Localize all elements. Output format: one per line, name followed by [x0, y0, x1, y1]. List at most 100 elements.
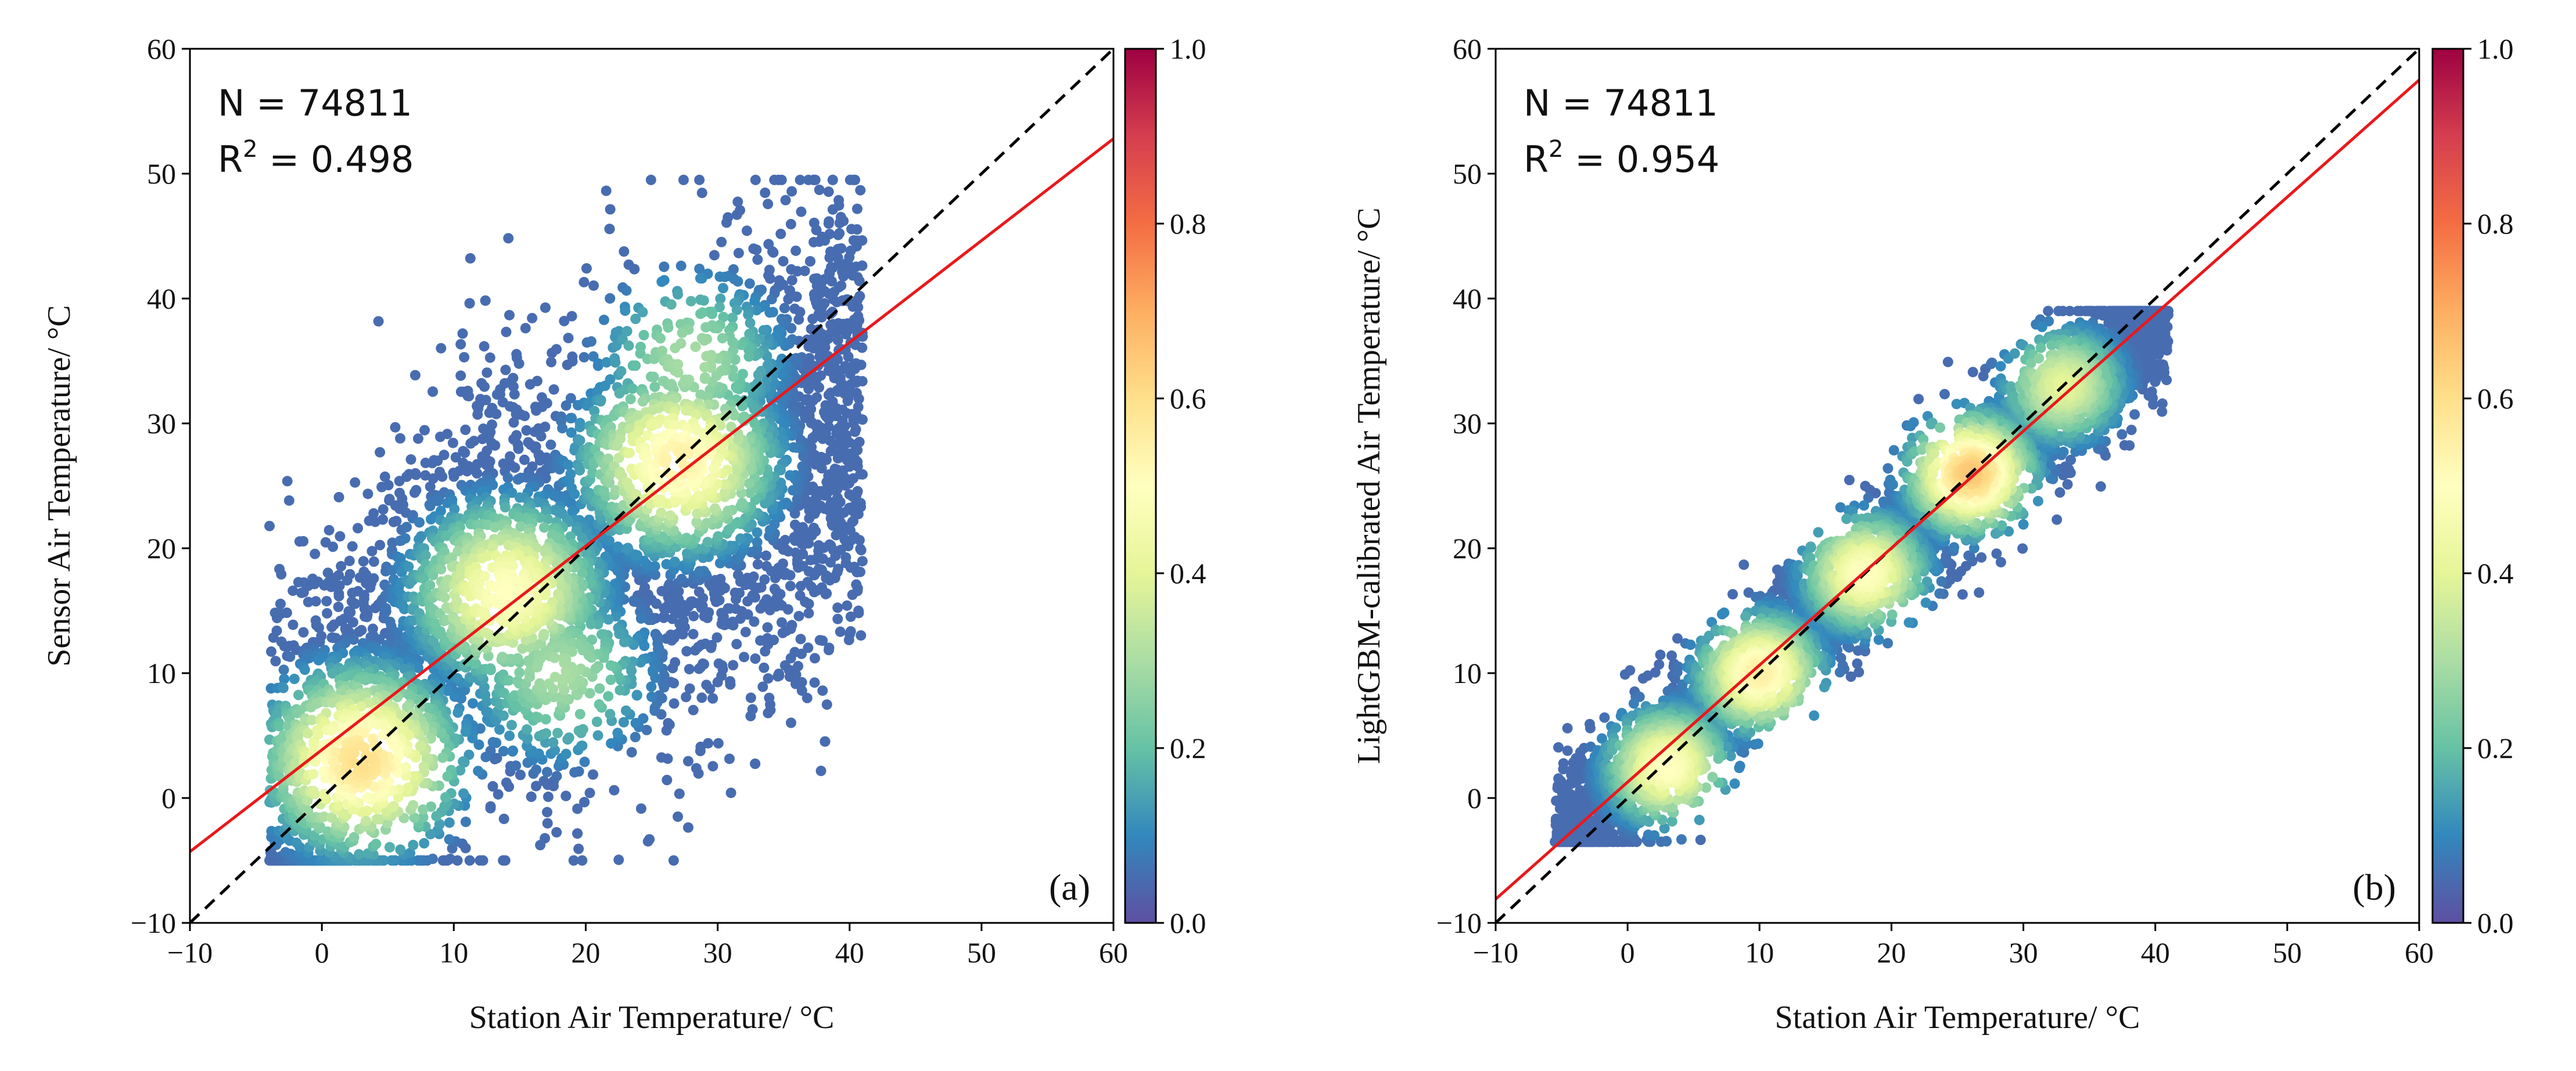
- scatter-point: [467, 732, 478, 743]
- scatter-point: [842, 396, 853, 407]
- scatter-point: [725, 679, 736, 690]
- scatter-point: [739, 652, 749, 663]
- scatter-point: [673, 289, 683, 300]
- scatter-point: [623, 340, 634, 351]
- scatter-point: [272, 613, 282, 624]
- scatter-point: [816, 463, 827, 474]
- scatter-point: [732, 196, 743, 207]
- scatter-point: [403, 561, 414, 572]
- scatter-point: [439, 801, 450, 812]
- scatter-point: [749, 592, 760, 603]
- scatter-point: [753, 369, 764, 380]
- scatter-point: [843, 478, 854, 489]
- scatter-point: [813, 308, 824, 319]
- scatter-point: [361, 578, 372, 588]
- scatter-point: [630, 314, 641, 324]
- scatter-point: [378, 504, 389, 515]
- scatter-point: [303, 596, 314, 608]
- scatter-point: [819, 298, 830, 309]
- scatter-point: [566, 311, 577, 322]
- scatter-point: [563, 732, 574, 743]
- scatter-point: [385, 616, 396, 627]
- scatter-point: [554, 463, 565, 475]
- scatter-point: [760, 498, 771, 509]
- scatter-point: [717, 664, 728, 675]
- scatter-point: [281, 608, 292, 618]
- scatter-point: [603, 691, 614, 702]
- scatter-point: [786, 264, 797, 275]
- scatter-point: [588, 280, 599, 291]
- scatter-point: [324, 524, 335, 536]
- scatter-point: [852, 272, 863, 283]
- scatter-point: [630, 718, 641, 728]
- scatter-point: [649, 702, 660, 713]
- scatter-point: [813, 382, 824, 393]
- scatter-point: [482, 445, 493, 457]
- scatter-point: [832, 602, 843, 613]
- scatter-point: [264, 520, 275, 531]
- scatter-point: [796, 527, 807, 538]
- scatter-point: [747, 580, 757, 591]
- scatter-point: [809, 495, 820, 506]
- scatter-point: [694, 174, 705, 185]
- scatter-point: [296, 587, 307, 598]
- scatter-point: [326, 725, 337, 736]
- scatter-point: [759, 598, 770, 609]
- scatter-point: [790, 678, 801, 689]
- scatter-point: [855, 543, 866, 554]
- scatter-point: [832, 386, 843, 397]
- scatter-point: [513, 358, 524, 369]
- scatter-point: [469, 436, 480, 447]
- scatter-point: [764, 692, 775, 703]
- scatter-point: [708, 463, 719, 474]
- scatter-point: [696, 692, 707, 703]
- scatter-point: [700, 638, 711, 649]
- scatter-point: [814, 351, 825, 362]
- scatter-point: [515, 770, 526, 781]
- scatter-point: [395, 433, 405, 444]
- scatter-point: [668, 855, 679, 866]
- scatter-point: [374, 634, 385, 645]
- scatter-point: [780, 195, 791, 206]
- scatter-point: [825, 308, 836, 319]
- scatter-point: [732, 569, 743, 580]
- scatter-point: [788, 354, 799, 365]
- scatter-point: [831, 484, 842, 495]
- scatter-point: [567, 351, 578, 362]
- scatter-point: [788, 485, 799, 496]
- scatter-point: [491, 738, 502, 748]
- scatter-point: [661, 559, 672, 570]
- scatter-point: [663, 718, 674, 729]
- scatter-point: [824, 268, 835, 279]
- scatter-point: [511, 348, 522, 360]
- scatter-point: [574, 709, 585, 720]
- scatter-point: [646, 681, 657, 692]
- scatter-point: [440, 792, 451, 803]
- scatter-point: [637, 307, 648, 318]
- scatter-point: [613, 854, 624, 865]
- scatter-point: [326, 581, 337, 592]
- scatter-point: [779, 303, 790, 314]
- scatter-point: [667, 663, 678, 674]
- scatter-point: [459, 352, 470, 363]
- scatter-point: [824, 216, 835, 227]
- scatter-point: [789, 532, 800, 543]
- scatter-point: [744, 478, 755, 489]
- scatter-point: [442, 685, 453, 696]
- scatter-point: [733, 247, 744, 258]
- scatter-point: [354, 849, 365, 860]
- scatter-point: [622, 542, 633, 554]
- scatter-point: [362, 792, 373, 803]
- scatter-point: [820, 736, 831, 747]
- scatter-point: [475, 855, 486, 866]
- scatter-point: [684, 683, 695, 694]
- scatter-point: [773, 174, 784, 185]
- scatter-point: [716, 619, 727, 630]
- scatter-point: [437, 752, 448, 763]
- scatter-point: [663, 322, 674, 333]
- scatter-point: [621, 285, 632, 296]
- scatter-point: [308, 786, 319, 796]
- scatter-point: [774, 669, 784, 680]
- scatter-point: [844, 502, 855, 513]
- scatter-point: [669, 419, 680, 430]
